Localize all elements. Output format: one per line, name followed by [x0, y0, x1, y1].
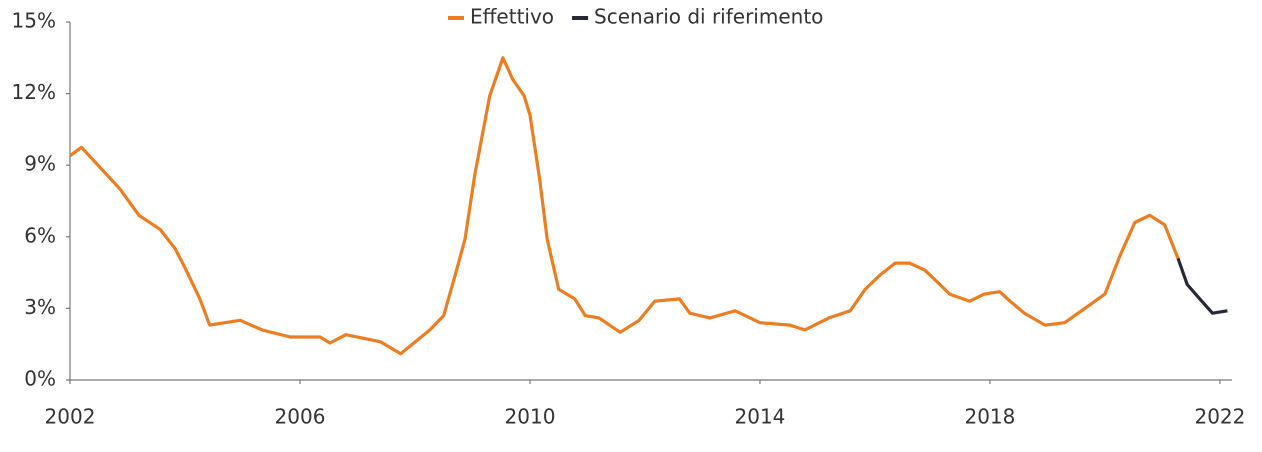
y-tick-label: 6% [24, 223, 56, 247]
legend-label: Effettivo [470, 5, 554, 29]
y-tick-label: 12% [12, 80, 56, 104]
x-tick-label: 2018 [964, 405, 1015, 429]
line-series [69, 56, 1180, 356]
x-tick-label: 2022 [1194, 405, 1245, 429]
y-tick-label: 3% [24, 295, 56, 319]
x-tick-label: 2006 [275, 405, 326, 429]
x-tick-label: 2002 [45, 405, 96, 429]
legend-label: Scenario di riferimento [594, 5, 823, 29]
y-tick-label: 0% [24, 367, 56, 391]
y-tick-label: 15% [12, 9, 56, 33]
line-series [1176, 257, 1228, 315]
x-tick-label: 2010 [505, 405, 556, 429]
y-tick-label: 9% [24, 152, 56, 176]
x-tick-label: 2014 [735, 405, 786, 429]
